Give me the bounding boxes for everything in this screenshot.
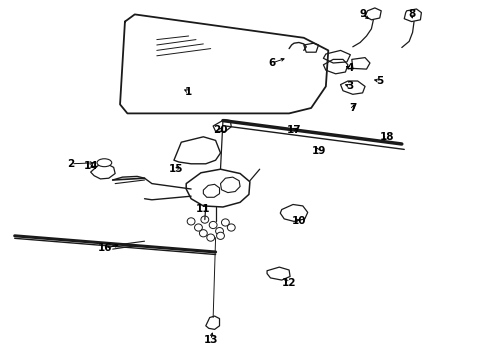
Text: 2: 2 <box>68 159 74 169</box>
Ellipse shape <box>216 228 223 235</box>
Text: 15: 15 <box>169 164 184 174</box>
Ellipse shape <box>217 232 224 239</box>
Text: 18: 18 <box>380 132 394 142</box>
Ellipse shape <box>195 224 202 231</box>
Text: 4: 4 <box>346 63 354 73</box>
Ellipse shape <box>207 234 215 241</box>
Text: 14: 14 <box>83 161 98 171</box>
Ellipse shape <box>187 218 195 225</box>
Text: 13: 13 <box>203 335 218 345</box>
Text: 17: 17 <box>287 125 301 135</box>
Text: 9: 9 <box>359 9 366 19</box>
Ellipse shape <box>209 221 217 229</box>
Ellipse shape <box>227 224 235 231</box>
Text: 16: 16 <box>98 243 113 253</box>
Text: 8: 8 <box>408 9 415 19</box>
Text: 5: 5 <box>376 76 383 86</box>
Text: 6: 6 <box>269 58 275 68</box>
Text: 3: 3 <box>347 81 354 91</box>
Text: 20: 20 <box>213 125 228 135</box>
Ellipse shape <box>97 159 112 167</box>
Ellipse shape <box>199 230 207 237</box>
Text: 12: 12 <box>282 278 296 288</box>
Text: 11: 11 <box>196 204 211 214</box>
Text: 19: 19 <box>311 146 326 156</box>
Text: 7: 7 <box>349 103 357 113</box>
Ellipse shape <box>201 216 209 223</box>
Text: 1: 1 <box>185 87 192 97</box>
Text: 10: 10 <box>292 216 306 226</box>
Ellipse shape <box>221 219 229 226</box>
